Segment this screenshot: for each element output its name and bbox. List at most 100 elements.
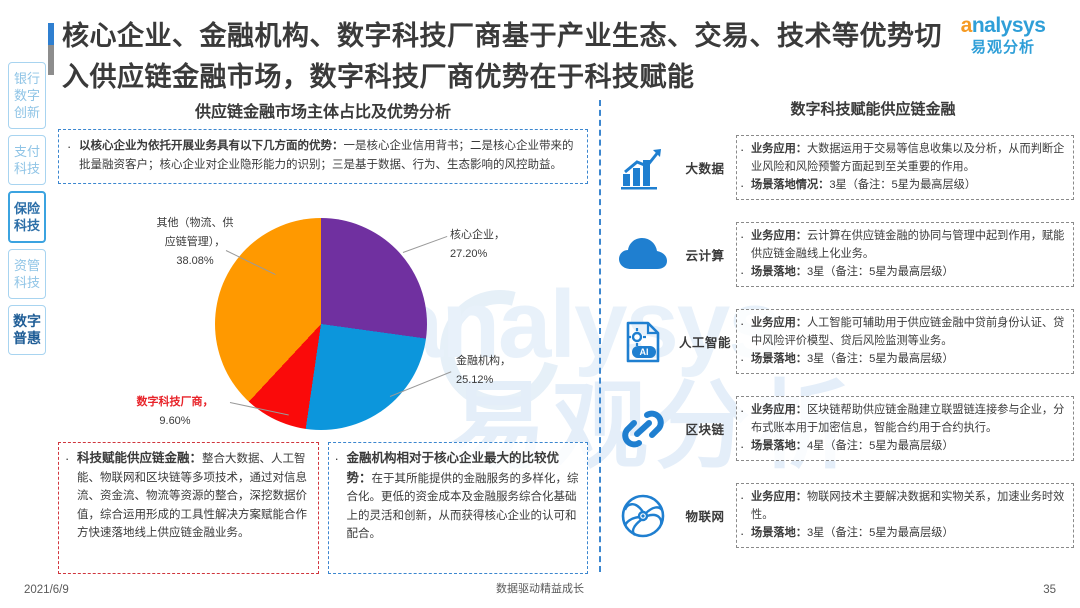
tech-name-iot: 物联网 xyxy=(685,510,725,524)
right-panel: 数字科技赋能供应链金融 大数据 · 业务应用：大数据运用于交易等信息收集以及分析… xyxy=(612,98,1074,576)
note-bullet: · xyxy=(67,139,72,154)
bottom-boxes: · 科技赋能供应链金融：整合大数据、人工智能、物联网和区块链等多项技术，通过对信… xyxy=(58,442,588,574)
desc-bullet: · xyxy=(740,490,745,505)
pie-label-core: 核心企业， 27.20% xyxy=(450,226,505,264)
desc-text: 业务应用：大数据运用于交易等信息收集以及分析，从而判断企业风险和风险预警方面起到… xyxy=(751,140,1068,176)
tech-name-cloud: 云计算 xyxy=(685,249,725,263)
fin-box-bullet: · xyxy=(334,451,339,466)
desc-bold: 业务应用： xyxy=(751,143,807,155)
tech-desc-blockchain: · 业务应用：区块链帮助供应链金融建立联盟链连接参与企业，分布式账本用于加密信息… xyxy=(736,396,1074,461)
tech-desc-ai: · 业务应用：人工智能可辅助用于供应链金融中贷前身份认证、贷中风险评价模型、贷后… xyxy=(736,309,1074,374)
desc-body: 物联网技术主要解决数据和实物关系，加速业务时效性。 xyxy=(751,491,1065,521)
tech-row-cloud: 云计算 · 业务应用：云计算在供应链金融的协同与管理中起到作用，赋能供应链金融线… xyxy=(612,211,1074,298)
pie-label-core-pct: 27.20% xyxy=(450,248,488,260)
tech-box-text: 科技赋能供应链金融：整合大数据、人工智能、物联网和区块链等多项技术，通过对信息流… xyxy=(77,449,311,543)
tech-box-bold: 科技赋能供应链金融： xyxy=(77,451,203,465)
desc-body: 云计算在供应链金融的协同与管理中起到作用，赋能供应链金融线上化业务。 xyxy=(751,230,1065,260)
pie-label-core-name: 核心企业， xyxy=(450,229,505,241)
desc-body: 区块链帮助供应链金融建立联盟链连接参与企业，分布式账本用于加密信息，智能合约用于… xyxy=(751,404,1065,434)
pie-label-other-line1: 其他（物流、供 xyxy=(156,217,234,229)
desc-bullet: · xyxy=(740,265,745,280)
ai-document-icon: AI xyxy=(612,313,674,371)
desc-bold: 场景落地： xyxy=(751,440,807,452)
desc-body: 人工智能可辅助用于供应链金融中贷前身份认证、贷中风险评价模型、贷后风险监测等业务… xyxy=(751,317,1065,347)
desc-bullet: · xyxy=(740,352,745,367)
desc-text: 场景落地：4星（备注：5星为最高层级） xyxy=(751,437,954,456)
pie-label-finance-name: 金融机构， xyxy=(456,355,511,367)
desc-text: 场景落地：3星（备注：5星为最高层级） xyxy=(751,524,954,543)
tech-row-iot: 物联网 · 业务应用：物联网技术主要解决数据和实物关系，加速业务时效性。 · 场… xyxy=(612,472,1074,559)
globe-network-icon xyxy=(612,487,674,545)
page-title: 核心企业、金融机构、数字科技厂商基于产业生态、交易、技术等优势切入供应链金融市场… xyxy=(62,21,942,92)
desc-bold: 业务应用： xyxy=(751,404,807,416)
desc-text: 业务应用：区块链帮助供应链金融建立联盟链连接参与企业，分布式账本用于加密信息，智… xyxy=(751,401,1068,437)
tech-desc-bigdata: · 业务应用：大数据运用于交易等信息收集以及分析，从而判断企业风险和风险预警方面… xyxy=(736,135,1074,200)
desc-bullet: · xyxy=(740,229,745,244)
pie-chart-graphic xyxy=(215,218,427,430)
tech-box-body: 整合大数据、人工智能、物联网和区块链等多项技术，通过对信息流、资金流、物流等资源… xyxy=(77,453,307,539)
pie-leader-core xyxy=(402,235,448,253)
desc-text: 场景落地：3星（备注：5星为最高层级） xyxy=(751,350,954,369)
footer-slogan: 数据驱动精益成长 xyxy=(496,583,584,595)
desc-bullet: · xyxy=(740,142,745,157)
desc-bullet: · xyxy=(740,439,745,454)
note-body: 一是核心企业信用背书；二是核心企业带来的批量融资客户；核心企业对企业隐形能力的识… xyxy=(79,140,574,171)
pie-label-finance: 金融机构， 25.12% xyxy=(456,352,511,390)
sidebar-item-insurance[interactable]: 保险科技 xyxy=(8,191,46,243)
pie-label-tech-pct: 9.60% xyxy=(159,415,191,427)
desc-bullet: · xyxy=(740,178,745,193)
tech-name-blockchain: 区块链 xyxy=(685,423,725,437)
desc-text: 业务应用：云计算在供应链金融的协同与管理中起到作用，赋能供应链金融线上化业务。 xyxy=(751,227,1068,263)
desc-bold: 场景落地： xyxy=(751,266,807,278)
pie-label-other-pct: 38.08% xyxy=(176,255,214,267)
left-panel: 供应链金融市场主体占比及优势分析 · 以核心企业为依托开展业务具有以下几方面的优… xyxy=(58,98,588,576)
pie-label-tech-name: 数字科技厂商， xyxy=(136,396,214,408)
pie-label-other-line2: 应链管理）， xyxy=(164,236,226,248)
sidebar: 银行数字创新 支付科技 保险科技 资管科技 数字普惠 xyxy=(8,62,46,361)
desc-bullet: · xyxy=(740,316,745,331)
pie-label-finance-pct: 25.12% xyxy=(456,374,494,386)
desc-bold: 场景落地： xyxy=(751,527,807,539)
desc-text: 场景落地情况：3星（备注：5星为最高层级） xyxy=(751,176,976,195)
desc-body: 3星（备注：5星为最高层级） xyxy=(806,527,954,539)
desc-text: 业务应用：人工智能可辅助用于供应链金融中贷前身份认证、贷中风险评价模型、贷后风险… xyxy=(751,314,1068,350)
title-accent-bar xyxy=(48,23,54,75)
sidebar-item-inclusive[interactable]: 数字普惠 xyxy=(8,305,46,355)
pie-chart: 其他（物流、供 应链管理）， 38.08% 核心企业， 27.20% 金融机构，… xyxy=(58,216,588,436)
desc-bullet: · xyxy=(740,526,745,541)
tech-name-bigdata: 大数据 xyxy=(685,162,725,176)
tech-row-blockchain: 区块链 · 业务应用：区块链帮助供应链金融建立联盟链连接参与企业，分布式账本用于… xyxy=(612,385,1074,472)
desc-body: 3星（备注：5星为最高层级） xyxy=(829,179,977,191)
logo-en-text: analysys xyxy=(944,14,1062,38)
sidebar-item-asset[interactable]: 资管科技 xyxy=(8,249,46,299)
desc-body: 大数据运用于交易等信息收集以及分析，从而判断企业风险和风险预警方面起到至关重要的… xyxy=(751,143,1065,173)
pie-label-other: 其他（物流、供 应链管理）， 38.08% xyxy=(130,214,260,271)
desc-body: 3星（备注：5星为最高层级） xyxy=(806,266,954,278)
footer-date: 2021/6/9 xyxy=(24,584,69,596)
logo-cn-text: 易观分析 xyxy=(970,39,1035,56)
desc-text: 业务应用：物联网技术主要解决数据和实物关系，加速业务时效性。 xyxy=(751,488,1068,524)
desc-bold: 场景落地： xyxy=(751,353,807,365)
blockchain-link-icon xyxy=(612,400,674,458)
footer-page-number: 35 xyxy=(1043,584,1056,596)
tech-name-ai: 人工智能 xyxy=(678,336,731,350)
tech-row-ai: AI 人工智能 · 业务应用：人工智能可辅助用于供应链金融中贷前身份认证、贷中风… xyxy=(612,298,1074,385)
tech-row-bigdata: 大数据 · 业务应用：大数据运用于交易等信息收集以及分析，从而判断企业风险和风险… xyxy=(612,124,1074,211)
desc-bullet: · xyxy=(740,403,745,418)
desc-body: 3星（备注：5星为最高层级） xyxy=(806,353,954,365)
analysys-logo: analysys 易观分析 xyxy=(944,14,1062,68)
bar-chart-growth-icon xyxy=(612,139,674,197)
fin-box-body: 在于其所能提供的金融服务的多样化，综合化。更低的资金成本及金融服务综合化基础上的… xyxy=(346,472,579,541)
sidebar-item-payment[interactable]: 支付科技 xyxy=(8,135,46,185)
sidebar-item-bank[interactable]: 银行数字创新 xyxy=(8,62,46,129)
tech-box-bullet: · xyxy=(65,451,70,466)
note-bold: 以核心企业为依托开展业务具有以下几方面的优势： xyxy=(79,140,344,152)
panel-divider xyxy=(599,100,601,572)
left-panel-title: 供应链金融市场主体占比及优势分析 xyxy=(194,104,451,121)
logo-letter-a: a xyxy=(960,14,973,37)
note-text: 以核心企业为依托开展业务具有以下几方面的优势：一是核心企业信用背书；二是核心企业… xyxy=(79,137,577,175)
tech-desc-cloud: · 业务应用：云计算在供应链金融的协同与管理中起到作用，赋能供应链金融线上化业务… xyxy=(736,222,1074,287)
desc-text: 场景落地：3星（备注：5星为最高层级） xyxy=(751,263,954,282)
desc-bold: 场景落地情况： xyxy=(751,179,830,191)
fin-box-text: 金融机构相对于核心企业最大的比较优势：在于其所能提供的金融服务的多样化，综合化。… xyxy=(347,449,581,544)
